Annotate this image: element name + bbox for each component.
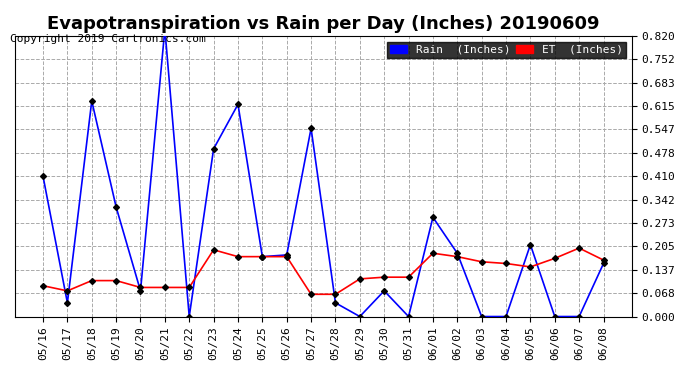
Legend: Rain  (Inches), ET  (Inches): Rain (Inches), ET (Inches) <box>387 42 626 58</box>
Text: Copyright 2019 Cartronics.com: Copyright 2019 Cartronics.com <box>10 34 206 44</box>
Title: Evapotranspiration vs Rain per Day (Inches) 20190609: Evapotranspiration vs Rain per Day (Inch… <box>47 15 600 33</box>
